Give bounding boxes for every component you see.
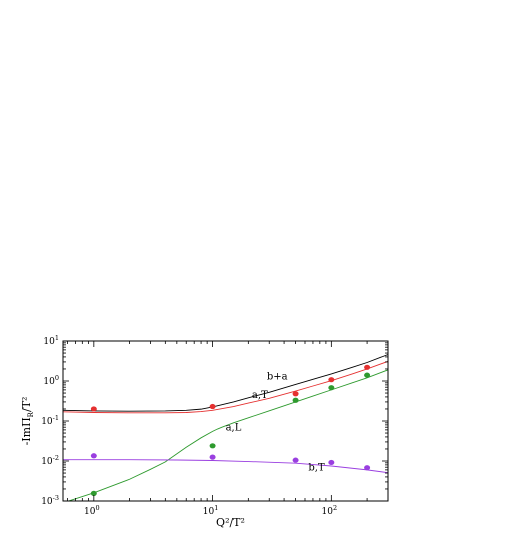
curve-labels: b+a a,T a,L b,T xyxy=(226,372,325,474)
curve-a-l xyxy=(67,369,388,501)
y-tick-label: 10-1 xyxy=(41,414,59,427)
curve-label-a-l: a,L xyxy=(226,422,242,433)
data-point-green xyxy=(328,385,335,391)
curve-label-a-t: a,T xyxy=(252,390,268,401)
data-point-red xyxy=(90,406,97,412)
y-tick-label: 100 xyxy=(43,374,59,387)
curve-label-b-a: b+a xyxy=(267,372,288,383)
curve-b-t xyxy=(63,459,388,474)
axis-ticks: 100 101 102 10-3 10-2 10-1 100 101 xyxy=(41,334,389,517)
data-point-purple xyxy=(209,454,216,460)
data-point-green xyxy=(292,397,299,403)
data-point-purple xyxy=(364,465,371,471)
curve-b-a xyxy=(63,354,388,412)
curves xyxy=(63,354,388,501)
x-tick-label: 101 xyxy=(203,504,219,517)
data-point-purple xyxy=(90,453,97,459)
data-point-green xyxy=(209,443,216,449)
data-point-green xyxy=(90,490,97,496)
curve-label-b-t: b,T xyxy=(308,462,325,473)
data-point-red xyxy=(328,377,335,383)
data-point-red xyxy=(292,391,299,397)
data-points xyxy=(90,364,371,496)
x-tick-label: 102 xyxy=(322,504,338,517)
data-point-red xyxy=(209,403,216,410)
data-point-purple xyxy=(328,459,335,466)
x-tick-label: 100 xyxy=(84,504,100,517)
data-point-red xyxy=(364,364,371,370)
data-point-green xyxy=(364,372,371,378)
curve-a-t xyxy=(63,360,388,414)
y-tick-label: 101 xyxy=(43,334,59,347)
plot-frame xyxy=(62,340,389,502)
x-axis-label: Q²/T² xyxy=(216,516,245,529)
data-point-purple xyxy=(292,457,299,463)
y-tick-label: 10-2 xyxy=(41,454,59,467)
y-axis-label: -ImΠR/T² xyxy=(20,397,35,446)
y-tick-label: 10-3 xyxy=(41,494,59,507)
